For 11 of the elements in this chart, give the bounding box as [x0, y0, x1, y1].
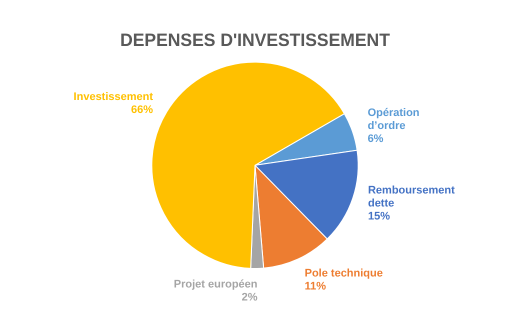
- slice-label: Pole technique: [304, 268, 383, 280]
- data-label: 2%: [242, 292, 258, 304]
- data-label: 15%: [368, 210, 390, 222]
- slice-label: Projet européen: [174, 278, 258, 291]
- data-label: 66%: [131, 104, 154, 116]
- chart-title: DEPENSES D'INVESTISSEMENT: [120, 30, 390, 50]
- data-label: 11%: [304, 280, 326, 293]
- slice-label: Opération d’ordre: [368, 107, 420, 132]
- slice-label: Remboursement dette: [368, 184, 456, 210]
- data-label: 6%: [368, 133, 384, 146]
- slice-label: Investissement: [74, 91, 154, 104]
